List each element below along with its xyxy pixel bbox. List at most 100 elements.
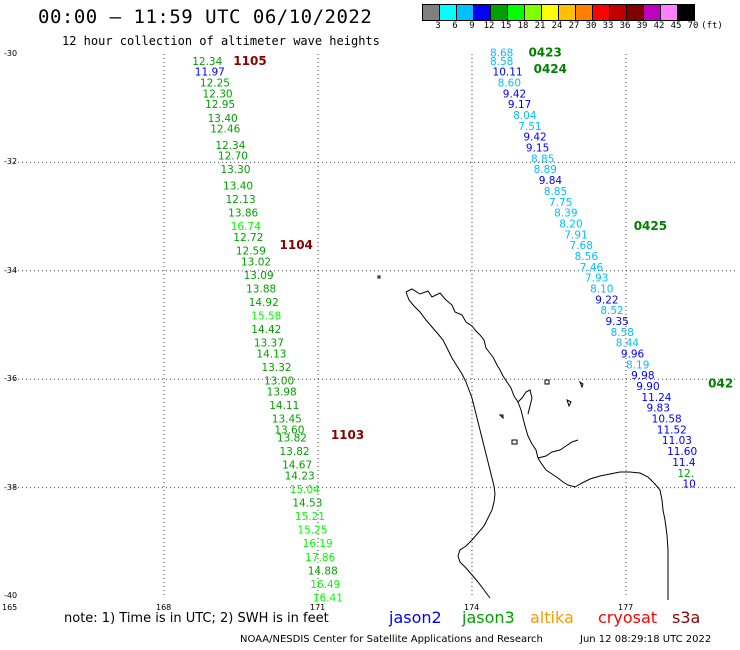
x-tick-label: 168 bbox=[156, 603, 172, 612]
wave-height-value: 8.68 bbox=[490, 48, 513, 60]
wave-height-value: 10.11 bbox=[493, 67, 523, 79]
wave-height-value: 14.11 bbox=[269, 400, 299, 412]
wave-height-value: 15.21 bbox=[295, 511, 325, 523]
wave-height-value: 13.09 bbox=[244, 270, 274, 282]
y-tick-label: -36 bbox=[4, 374, 18, 384]
pass-time-label: 0424 bbox=[534, 62, 567, 76]
wave-height-value: 9.98 bbox=[631, 370, 654, 382]
wave-height-value: 7.46 bbox=[580, 262, 604, 274]
x-tick-label: 171 bbox=[310, 603, 326, 612]
wave-height-value: 8.58 bbox=[490, 56, 513, 68]
legend-label: 33 bbox=[602, 21, 614, 31]
legend-label: 45 bbox=[670, 21, 682, 31]
pass-time-label: 1103 bbox=[331, 428, 364, 442]
wave-height-value: 13.00 bbox=[264, 376, 294, 388]
y-tick-label: -38 bbox=[4, 482, 18, 492]
wave-height-value: 13.40 bbox=[223, 181, 253, 193]
wave-height-value: 9.22 bbox=[595, 294, 618, 306]
pass-time-label: 1104 bbox=[280, 238, 313, 252]
wave-height-value: 7.75 bbox=[549, 197, 572, 209]
wave-height-value: 12.25 bbox=[200, 78, 230, 90]
legend-label: 70 bbox=[687, 21, 699, 31]
wave-height-value: 8.89 bbox=[534, 164, 557, 176]
wave-height-value: 12.70 bbox=[218, 151, 248, 163]
credit-text: NOAA/NESDIS Center for Satellite Applica… bbox=[240, 634, 543, 645]
wave-height-value: 7.51 bbox=[518, 121, 541, 133]
legend-label: 12 bbox=[483, 21, 495, 31]
wave-height-value: 8.52 bbox=[600, 305, 623, 317]
map-subtitle: 12 hour collection of altimeter wave hei… bbox=[62, 34, 380, 48]
wave-height-value: 12.95 bbox=[205, 99, 235, 111]
wave-height-value: 12.72 bbox=[233, 232, 263, 244]
wave-height-value: 9.83 bbox=[647, 403, 670, 415]
wave-height-value: 13.86 bbox=[228, 208, 258, 220]
note-text: note: 1) Time is in UTC; 2) SWH is in fe… bbox=[64, 611, 329, 626]
islands bbox=[377, 275, 584, 445]
wave-height-value: 12.30 bbox=[203, 88, 233, 100]
wave-height-value: 11.03 bbox=[662, 435, 692, 447]
legend-label: 36 bbox=[619, 21, 631, 31]
wave-height-value: 13.88 bbox=[246, 283, 276, 295]
wave-height-value: 8.39 bbox=[554, 208, 577, 220]
wave-height-value: 8.60 bbox=[498, 78, 521, 90]
wave-height-value: 9.96 bbox=[621, 349, 645, 361]
satellite-name-altika: altika bbox=[530, 608, 574, 627]
wave-height-value: 8.85 bbox=[531, 153, 554, 165]
wave-height-value: 15.58 bbox=[251, 311, 281, 323]
satellite-name-s3a: s3a bbox=[672, 608, 701, 627]
wave-height-value: 9.15 bbox=[526, 143, 549, 155]
wave-height-value: 16.41 bbox=[313, 592, 343, 604]
wave-height-value: 8.56 bbox=[575, 251, 599, 263]
wave-height-value: 13.45 bbox=[272, 414, 302, 426]
wave-height-value: 14.53 bbox=[292, 498, 322, 510]
wave-height-value: 12.46 bbox=[210, 124, 240, 136]
legend-label: 6 bbox=[452, 21, 458, 31]
wave-height-value: 13.02 bbox=[241, 256, 271, 268]
y-tick-label: -34 bbox=[4, 265, 18, 275]
coastline bbox=[377, 275, 669, 600]
wave-height-value: 9.42 bbox=[523, 132, 546, 144]
bay-of-plenty bbox=[537, 439, 579, 459]
coromandel-coast bbox=[517, 389, 533, 415]
wave-height-value: 14.67 bbox=[282, 460, 312, 472]
legend-label: 42 bbox=[653, 21, 665, 31]
legend-swatch bbox=[677, 4, 695, 21]
wave-height-value: 12.34 bbox=[215, 140, 245, 152]
wave-height-value: 16.19 bbox=[303, 538, 333, 550]
legend-unit: (ft) bbox=[701, 21, 723, 31]
wave-height-value: 8.19 bbox=[626, 359, 649, 371]
timestamp-text: Jun 12 08:29:18 UTC 2022 bbox=[580, 634, 712, 645]
legend-label: 30 bbox=[585, 21, 597, 31]
satellite-name-jason3: jason3 bbox=[462, 608, 515, 627]
wave-height-value: 12.34 bbox=[192, 56, 222, 68]
pass-time-label: 1105 bbox=[233, 54, 266, 68]
wave-height-value: 9.17 bbox=[508, 99, 531, 111]
legend-label: 39 bbox=[636, 21, 648, 31]
wave-height-value: 13.30 bbox=[220, 164, 250, 176]
wave-height-value: 12. bbox=[677, 468, 694, 480]
wave-height-value: 12.13 bbox=[226, 194, 256, 206]
wave-height-value: 7.91 bbox=[564, 229, 587, 241]
legend-label: 3 bbox=[435, 21, 441, 31]
wave-height-value: 10 bbox=[682, 479, 695, 491]
wave-height-value: 13.98 bbox=[267, 386, 297, 398]
wave-height-value: 8.44 bbox=[616, 338, 640, 350]
satellite-name-cryosat: cryosat bbox=[598, 608, 658, 627]
pass-time-label: 0423 bbox=[528, 46, 561, 60]
legend-label: 9 bbox=[469, 21, 475, 31]
wave-height-value: 11.60 bbox=[667, 446, 697, 458]
legend-label: 15 bbox=[500, 21, 512, 31]
color-legend bbox=[422, 4, 695, 21]
x-tick-label: 165 bbox=[2, 603, 18, 612]
wave-height-value: 12.59 bbox=[236, 246, 266, 258]
wave-height-value: 11.97 bbox=[195, 67, 225, 79]
color-legend-labels: 3 6 9 12 15 18 21 24 27 30 33 36 39 42 45 70 (ft) bbox=[422, 21, 740, 35]
wave-height-value: 14.23 bbox=[285, 470, 315, 482]
north-island-west-coast bbox=[405, 291, 496, 599]
wave-height-value: 8.10 bbox=[590, 283, 613, 295]
wave-height-value: 14.42 bbox=[251, 324, 281, 336]
wave-height-value: 7.93 bbox=[585, 273, 608, 285]
wave-height-value: 8.20 bbox=[559, 218, 582, 230]
x-tick-label: 174 bbox=[464, 603, 480, 612]
